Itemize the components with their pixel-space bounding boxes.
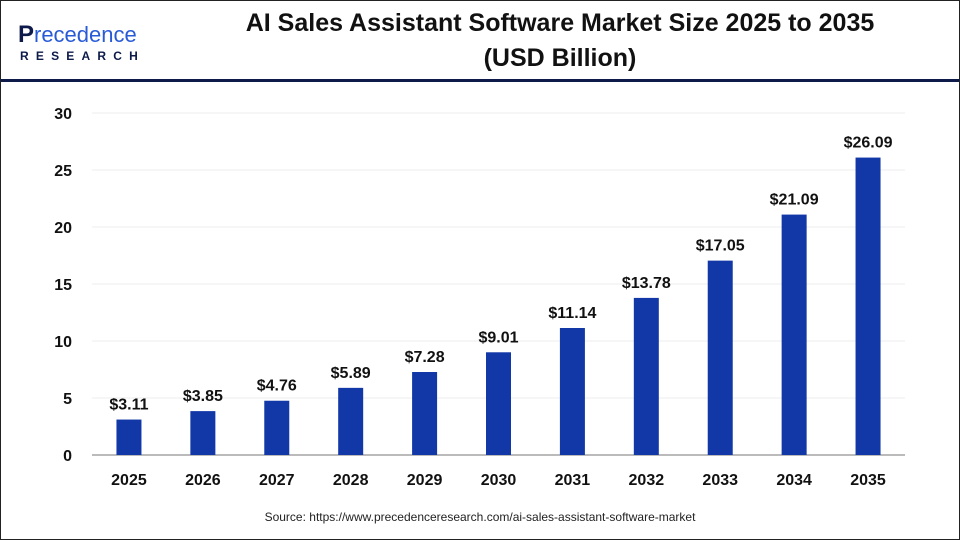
svg-text:recedence: recedence [34, 22, 137, 47]
x-tick-label: 2025 [111, 472, 147, 489]
data-label: $17.05 [696, 238, 745, 255]
data-label: $3.11 [109, 397, 148, 414]
bar [338, 387, 364, 455]
y-tick-label: 20 [54, 220, 72, 237]
source-text: Source: https://www.precedenceresearch.c… [264, 510, 696, 524]
data-label: $5.89 [331, 365, 371, 382]
bar [855, 157, 881, 455]
y-tick-label: 25 [54, 163, 72, 180]
svg-text:RESEARCH: RESEARCH [20, 49, 145, 63]
data-label: $13.78 [622, 275, 671, 292]
x-tick-label: 2031 [555, 472, 591, 489]
bar [190, 411, 216, 455]
data-label: $3.85 [183, 388, 223, 405]
x-tick-label: 2032 [629, 472, 665, 489]
bar [486, 352, 511, 455]
data-label: $11.14 [548, 305, 596, 322]
x-tick-label: 2029 [407, 472, 443, 489]
bar [559, 328, 585, 455]
x-tick-label: 2028 [333, 472, 369, 489]
bar [264, 400, 290, 455]
chart-title: AI Sales Assistant Software Market Size … [170, 6, 950, 76]
y-tick-label: 10 [54, 334, 72, 351]
header-divider [1, 79, 959, 82]
x-tick-label: 2034 [776, 472, 812, 489]
data-label: $26.09 [844, 135, 893, 152]
x-tick-label: 2027 [259, 472, 295, 489]
title-line-1: AI Sales Assistant Software Market Size … [245, 9, 875, 37]
x-tick-label: 2035 [850, 472, 886, 489]
bar [412, 372, 438, 455]
y-tick-label: 5 [63, 391, 72, 408]
data-label: $21.09 [770, 192, 819, 209]
bar [781, 214, 807, 455]
y-tick-label: 15 [54, 277, 72, 294]
x-tick-label: 2033 [702, 472, 738, 489]
x-tick-label: 2026 [185, 472, 221, 489]
bar [116, 419, 142, 455]
y-tick-label: 30 [54, 106, 72, 123]
data-label: $4.76 [257, 378, 297, 395]
y-tick-label: 0 [63, 448, 72, 465]
data-label: $9.01 [478, 329, 518, 346]
bar [633, 297, 659, 455]
data-label: $7.28 [405, 349, 445, 366]
bar [707, 260, 733, 455]
title-line-2: (USD Billion) [483, 44, 637, 72]
precedence-research-logo: P recedence RESEARCH [18, 21, 145, 63]
svg-text:P: P [18, 21, 34, 48]
x-tick-label: 2030 [481, 472, 517, 489]
